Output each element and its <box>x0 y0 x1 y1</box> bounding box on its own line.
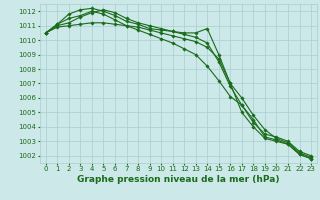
X-axis label: Graphe pression niveau de la mer (hPa): Graphe pression niveau de la mer (hPa) <box>77 175 280 184</box>
